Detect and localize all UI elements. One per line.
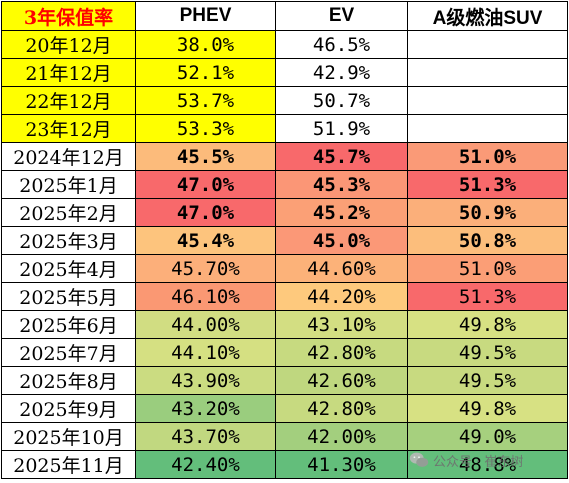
suv-value-cell <box>407 58 568 87</box>
phev-value-cell: 42.40% <box>135 450 276 479</box>
suv-value-cell: 49.5% <box>407 338 568 367</box>
table-row: 21年12月 52.1% 42.9% <box>1 58 568 87</box>
table-row: 2025年5月 46.10% 44.20% 51.3% <box>1 282 568 311</box>
ev-value-cell: 43.10% <box>275 310 408 339</box>
phev-value-cell: 46.10% <box>135 282 276 311</box>
table-row: 23年12月 53.3% 51.9% <box>1 114 568 143</box>
phev-value-cell: 45.4% <box>135 226 276 255</box>
phev-value-cell: 45.5% <box>135 142 276 171</box>
table-row: 2025年1月 47.0% 45.3% 51.3% <box>1 170 568 199</box>
suv-value-cell: 49.8% <box>407 394 568 423</box>
ev-value-cell: 44.20% <box>275 282 408 311</box>
phev-value-cell: 47.0% <box>135 198 276 227</box>
row-label-cell: 20年12月 <box>1 30 136 59</box>
suv-value-cell: 50.8% <box>407 226 568 255</box>
suv-value-cell: 50.9% <box>407 198 568 227</box>
ev-header-cell: EV <box>275 1 408 31</box>
suv-value-cell: 51.3% <box>407 282 568 311</box>
row-label-cell: 2025年3月 <box>1 226 136 255</box>
ev-value-cell: 50.7% <box>275 86 408 115</box>
table-row: 20年12月 38.0% 46.5% <box>1 30 568 59</box>
ev-value-cell: 42.60% <box>275 366 408 395</box>
suv-value-cell: 48.8% <box>407 450 568 479</box>
ev-value-cell: 41.30% <box>275 450 408 479</box>
suv-value-cell: 51.0% <box>407 254 568 283</box>
phev-header-cell: PHEV <box>135 1 276 31</box>
corner-header-cell: 3年保值率 <box>1 1 136 31</box>
phev-value-cell: 43.90% <box>135 366 276 395</box>
wechat-icon <box>409 452 429 467</box>
table-row: 22年12月 53.7% 50.7% <box>1 86 568 115</box>
suv-value-cell <box>407 114 568 143</box>
row-label-cell: 2025年2月 <box>1 198 136 227</box>
phev-value-cell: 45.70% <box>135 254 276 283</box>
phev-value-cell: 52.1% <box>135 58 276 87</box>
row-label-cell: 2025年10月 <box>1 422 136 451</box>
row-label-cell: 2024年12月 <box>1 142 136 171</box>
row-label-cell: 2025年7月 <box>1 338 136 367</box>
table-row: 2025年8月 43.90% 42.60% 49.5% <box>1 366 568 395</box>
phev-value-cell: 44.10% <box>135 338 276 367</box>
suv-value-cell: 49.5% <box>407 366 568 395</box>
ev-value-cell: 44.60% <box>275 254 408 283</box>
row-label-cell: 21年12月 <box>1 58 136 87</box>
ev-value-cell: 42.9% <box>275 58 408 87</box>
suv-value-cell: 49.8% <box>407 310 568 339</box>
phev-value-cell: 44.00% <box>135 310 276 339</box>
watermark-text: 公众号 · 崔东树 <box>433 454 524 470</box>
table-row: 2025年2月 47.0% 45.2% 50.9% <box>1 198 568 227</box>
ev-value-cell: 42.80% <box>275 338 408 367</box>
phev-value-cell: 53.3% <box>135 114 276 143</box>
phev-value-cell: 53.7% <box>135 86 276 115</box>
phev-value-cell: 47.0% <box>135 170 276 199</box>
ev-value-cell: 45.0% <box>275 226 408 255</box>
phev-value-cell: 43.70% <box>135 422 276 451</box>
table-row: 2025年6月 44.00% 43.10% 49.8% <box>1 310 568 339</box>
suv-value-cell <box>407 30 568 59</box>
phev-value-cell: 43.20% <box>135 394 276 423</box>
suv-value-cell: 49.0% <box>407 422 568 451</box>
header-row: 3年保值率 PHEV EV A级燃油SUV <box>1 1 568 31</box>
phev-value-cell: 38.0% <box>135 30 276 59</box>
table-row: 2025年10月 43.70% 42.00% 49.0% <box>1 422 568 451</box>
row-label-cell: 2025年6月 <box>1 310 136 339</box>
table-row: 2025年3月 45.4% 45.0% 50.8% <box>1 226 568 255</box>
ev-value-cell: 42.80% <box>275 394 408 423</box>
table-row: 2025年11月 42.40% 41.30% 48.8% <box>1 450 568 479</box>
suv-value-cell: 51.3% <box>407 170 568 199</box>
ev-value-cell: 42.00% <box>275 422 408 451</box>
table-row: 2024年12月 45.5% 45.7% 51.0% <box>1 142 568 171</box>
ev-value-cell: 51.9% <box>275 114 408 143</box>
row-label-cell: 22年12月 <box>1 86 136 115</box>
table-row: 2025年7月 44.10% 42.80% 49.5% <box>1 338 568 367</box>
row-label-cell: 2025年9月 <box>1 394 136 423</box>
watermark: 公众号 · 崔东树 <box>408 449 523 471</box>
row-label-cell: 2025年8月 <box>1 366 136 395</box>
row-label-cell: 2025年11月 <box>1 450 136 479</box>
ev-value-cell: 46.5% <box>275 30 408 59</box>
row-label-cell: 2025年4月 <box>1 254 136 283</box>
table-row: 2025年9月 43.20% 42.80% 49.8% <box>1 394 568 423</box>
ev-value-cell: 45.3% <box>275 170 408 199</box>
ev-value-cell: 45.2% <box>275 198 408 227</box>
suv-value-cell: 51.0% <box>407 142 568 171</box>
row-label-cell: 23年12月 <box>1 114 136 143</box>
row-label-cell: 2025年1月 <box>1 170 136 199</box>
table-row: 2025年4月 45.70% 44.60% 51.0% <box>1 254 568 283</box>
ev-value-cell: 45.7% <box>275 142 408 171</box>
row-label-cell: 2025年5月 <box>1 282 136 311</box>
suv-header-cell: A级燃油SUV <box>407 1 568 31</box>
suv-value-cell <box>407 86 568 115</box>
